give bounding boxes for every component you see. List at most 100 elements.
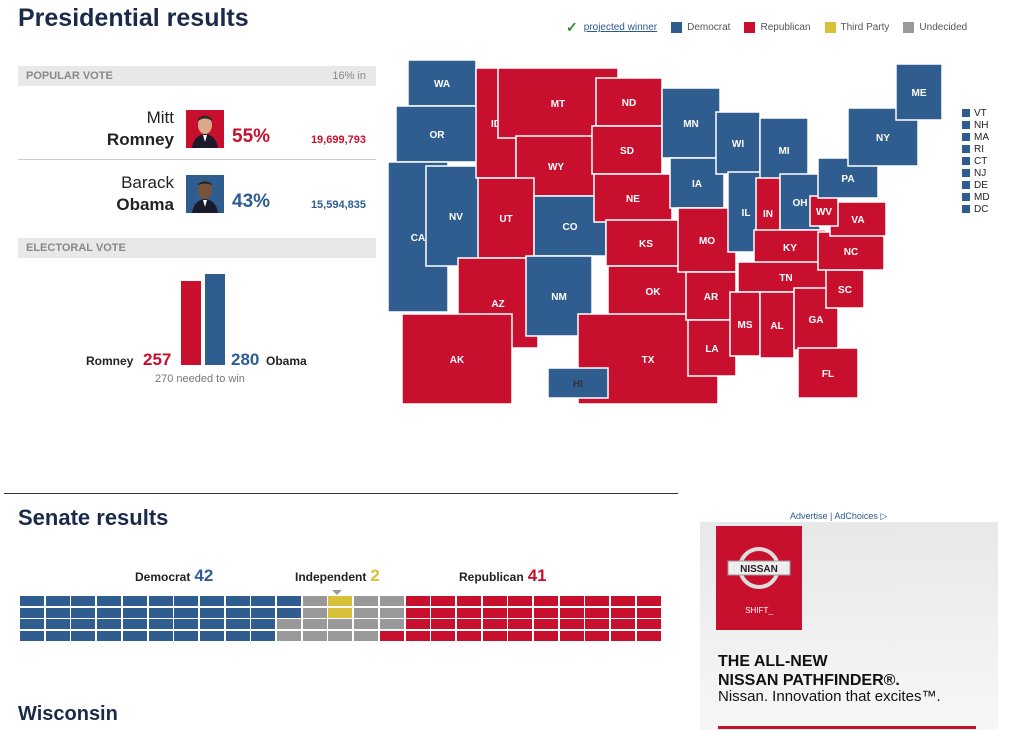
state-mi[interactable] — [759, 117, 809, 183]
state-ky[interactable] — [753, 229, 827, 265]
state-ak[interactable] — [401, 313, 513, 405]
senate-seat — [199, 607, 224, 618]
senate-seat — [456, 619, 481, 629]
nissan-logo-icon: NISSAN — [727, 547, 791, 589]
senate-dem: Democrat 42 — [135, 566, 213, 586]
electoral-romney-label: Romney — [86, 354, 134, 368]
state-label-in: IN — [763, 209, 773, 220]
senate-seat — [122, 630, 147, 641]
senate-seat — [45, 630, 70, 641]
small-state-ma[interactable]: MA — [962, 131, 990, 143]
section-heading-wisconsin: Wisconsin — [18, 703, 118, 725]
legend-projected[interactable]: projected winner — [583, 22, 658, 33]
state-nv[interactable] — [425, 165, 487, 267]
senate-seat — [585, 607, 610, 618]
popular-vote-header: POPULAR VOTE 16% in — [18, 66, 376, 86]
ad-links: Advertise | AdChoices ▷ — [790, 511, 888, 521]
senate-seat — [456, 630, 481, 641]
small-state-ct[interactable]: CT — [962, 155, 990, 167]
obama-photo — [186, 175, 224, 213]
state-la[interactable] — [687, 319, 737, 377]
us-electoral-map[interactable]: WA OR CA NV ID MT WY UT AZ CO NM ND SD NE KS OK TX MN IA MO… — [378, 48, 958, 410]
senate-seat — [302, 630, 327, 641]
state-ok[interactable] — [607, 265, 699, 317]
state-sd[interactable] — [591, 125, 663, 175]
electoral-vote-label: ELECTORAL VOTE — [26, 242, 126, 254]
small-state-nj[interactable]: NJ — [962, 167, 990, 179]
state-label-sd: SD — [620, 146, 634, 157]
state-swatch — [962, 169, 970, 177]
state-label-nm: NM — [551, 292, 567, 303]
senate-seat — [379, 596, 404, 606]
state-label-wy: WY — [548, 162, 564, 173]
small-state-nh[interactable]: NH — [962, 119, 990, 131]
senate-seat — [405, 596, 430, 606]
senate-seat — [148, 630, 173, 641]
advertise-link[interactable]: Advertise — [790, 511, 828, 521]
small-state-de[interactable]: DE — [962, 179, 990, 191]
state-label-ms: MS — [738, 320, 753, 331]
senate-seat — [508, 630, 533, 641]
senate-seat — [174, 607, 199, 618]
state-wv[interactable] — [809, 195, 839, 227]
state-me[interactable] — [895, 63, 943, 121]
state-hi[interactable] — [547, 367, 609, 399]
senate-dem-label: Democrat — [135, 570, 191, 584]
senate-seat — [97, 596, 122, 606]
adchoices-link[interactable]: AdChoices — [834, 511, 878, 521]
state-swatch — [962, 145, 970, 153]
state-label-mt: MT — [551, 99, 565, 110]
senate-seat — [508, 596, 533, 606]
senate-seat — [534, 619, 558, 629]
state-label-co: CO — [563, 222, 578, 233]
senate-seat — [328, 596, 353, 606]
state-or[interactable] — [395, 105, 479, 163]
divider — [18, 159, 376, 160]
senate-seat — [636, 596, 661, 606]
state-label-fl: FL — [822, 369, 834, 380]
legend-dem: Democrat — [687, 22, 731, 33]
state-swatch — [962, 193, 970, 201]
legend-third: Third Party — [840, 22, 890, 33]
senate-ind: Independent 2 — [295, 566, 380, 586]
senate-seat — [354, 607, 379, 618]
state-nd[interactable] — [595, 77, 663, 127]
small-state-dc[interactable]: DC — [962, 203, 990, 215]
candidate-last-name: Romney — [106, 130, 174, 149]
state-ms[interactable] — [729, 291, 761, 357]
small-state-label: VT — [974, 107, 987, 119]
senate-seat — [405, 607, 430, 618]
senate-seat — [225, 630, 250, 641]
senate-seat — [482, 630, 507, 641]
state-ut[interactable] — [477, 177, 535, 259]
candidate-votes: 15,594,835 — [310, 199, 366, 211]
senate-seat — [354, 596, 379, 606]
state-swatch — [962, 157, 970, 165]
state-label-pa: PA — [841, 174, 854, 185]
senate-seat — [585, 619, 610, 629]
senate-seat — [302, 607, 327, 618]
senate-seat — [71, 607, 96, 618]
small-state-md[interactable]: MD — [962, 191, 990, 203]
senate-seat — [277, 630, 301, 641]
advertisement[interactable]: NISSAN SHIFT_ THE ALL-NEW NISSAN PATHFIN… — [700, 522, 998, 730]
senate-seat — [456, 596, 481, 606]
state-label-sc: SC — [838, 285, 852, 296]
senate-seat — [431, 630, 456, 641]
state-label-ak: AK — [450, 355, 465, 366]
legend-rep-swatch — [744, 22, 756, 33]
state-label-ks: KS — [639, 239, 653, 250]
senate-seat — [148, 619, 173, 629]
ad-shift: SHIFT_ — [745, 606, 773, 615]
state-fl[interactable] — [797, 347, 859, 399]
senate-seat — [611, 607, 636, 618]
senate-seat — [97, 630, 122, 641]
legend-rep: Republican — [760, 22, 811, 33]
state-label-il: IL — [742, 208, 751, 219]
senate-seat — [225, 596, 250, 606]
state-swatch — [962, 205, 970, 213]
candidate-obama: Barack Obama 43% 15,594,835 — [18, 173, 376, 231]
state-label-va: VA — [851, 215, 864, 226]
small-state-ri[interactable]: RI — [962, 143, 990, 155]
small-state-vt[interactable]: VT — [962, 107, 990, 119]
